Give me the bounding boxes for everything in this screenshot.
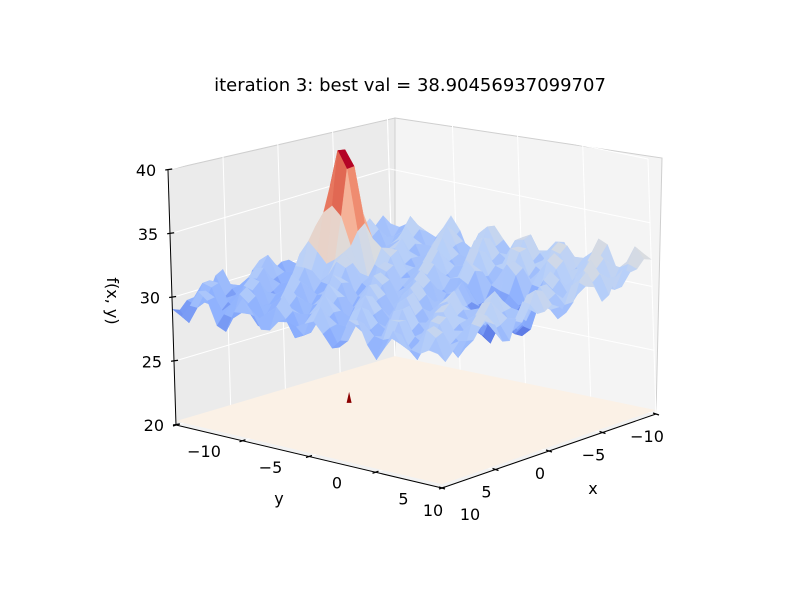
z-axis-label: f(x, y) (103, 277, 122, 324)
z-tick (169, 295, 177, 299)
y-tick (652, 412, 660, 416)
x-tick (239, 439, 246, 443)
x-tick-label: 10 (460, 505, 480, 524)
y-tick-label: −10 (630, 427, 664, 446)
x-tick (438, 486, 446, 490)
x-axis-label: x (588, 479, 597, 498)
surface-patch (428, 337, 446, 362)
y-tick (492, 467, 499, 472)
z-tick (165, 168, 173, 171)
y-axis-label: y (274, 489, 283, 508)
contour-floor (175, 356, 656, 485)
z-tick-label: 35 (138, 225, 158, 244)
z-tick-label: 30 (140, 289, 160, 308)
y-tick-label: −5 (582, 446, 606, 465)
x-tick-label: 0 (332, 474, 342, 493)
z-tick (170, 359, 179, 362)
x-tick (305, 454, 313, 459)
y-tick (599, 430, 606, 435)
y-tick-label: 0 (535, 464, 545, 483)
x-tick (172, 423, 180, 427)
z-tick-label: 20 (144, 416, 164, 435)
y-tick-label: 10 (423, 501, 443, 520)
y-tick (545, 449, 553, 453)
contour-fill (175, 356, 656, 485)
z-tick-label: 40 (136, 161, 156, 180)
chart-title: iteration 3: best val = 38.9045693709970… (214, 75, 606, 96)
x-tick-label: −10 (187, 442, 221, 461)
surface (171, 149, 652, 363)
z-tick (167, 232, 175, 235)
x-tick (372, 470, 379, 474)
z-tick-label: 25 (142, 352, 162, 371)
y-tick-label: 5 (481, 483, 491, 502)
x-tick-label: −5 (259, 458, 283, 477)
x-tick-label: 5 (398, 489, 408, 508)
contour-peak-marker (346, 391, 352, 403)
